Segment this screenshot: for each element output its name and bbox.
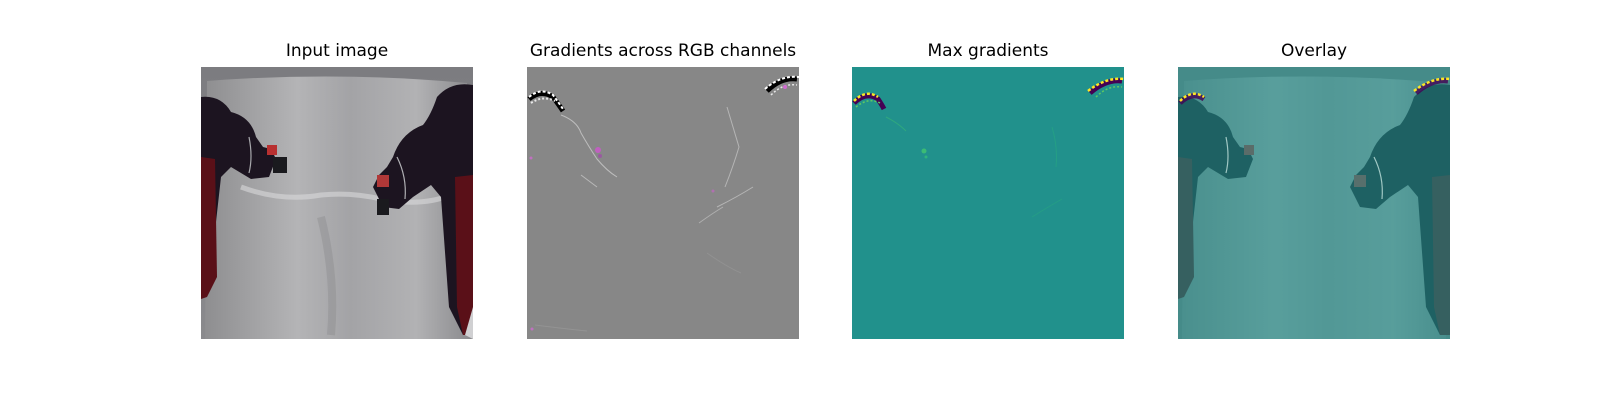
panel-max-gradients: Max gradients xyxy=(852,0,1124,400)
max-gradient-render xyxy=(852,67,1124,339)
panel-rgb-gradients: Gradients across RGB channels xyxy=(527,0,799,400)
input-image-render xyxy=(201,67,473,339)
panel-overlay: Overlay xyxy=(1178,0,1450,400)
overlay-image xyxy=(1178,67,1450,339)
rgb-gradient-image xyxy=(527,67,799,339)
panel-title: Gradients across RGB channels xyxy=(529,41,797,61)
rgb-gradient-render xyxy=(527,67,799,339)
panel-title: Overlay xyxy=(1280,41,1348,61)
max-gradient-image xyxy=(852,67,1124,339)
panel-title: Input image xyxy=(285,41,389,61)
input-image xyxy=(201,67,473,339)
overlay-render xyxy=(1178,67,1450,339)
panel-input-image: Input image xyxy=(201,0,473,400)
panel-title: Max gradients xyxy=(927,41,1049,61)
